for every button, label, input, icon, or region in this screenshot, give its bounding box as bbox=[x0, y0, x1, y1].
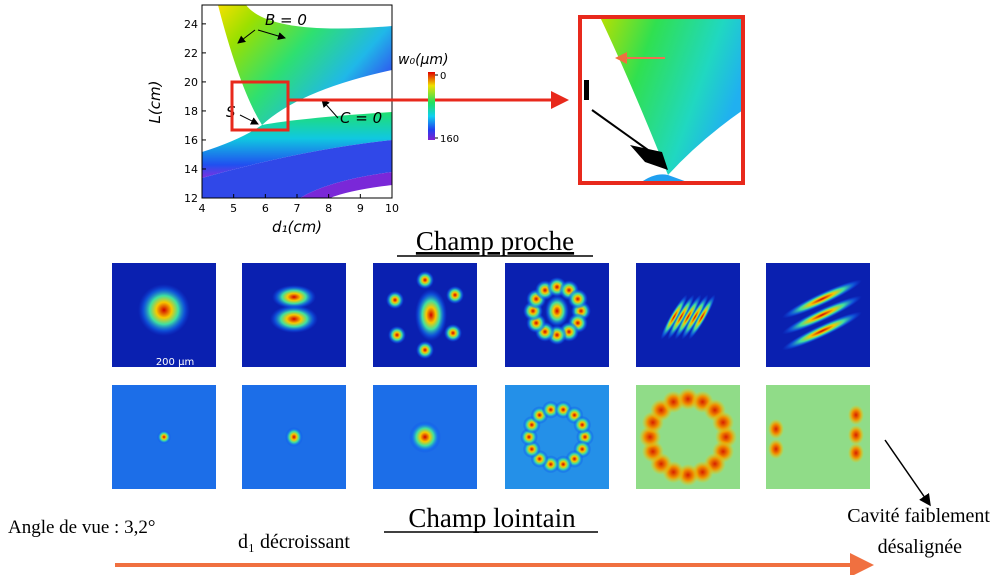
beam-spot bbox=[667, 294, 695, 340]
x-tick-label: 6 bbox=[262, 202, 269, 215]
beam-spot bbox=[416, 271, 434, 289]
colorbar bbox=[428, 72, 435, 140]
beam-spot bbox=[782, 295, 862, 335]
y-tick-label: 20 bbox=[184, 76, 198, 89]
lower-edge bbox=[300, 172, 392, 198]
marker bbox=[584, 80, 589, 100]
beam-spot bbox=[567, 288, 588, 309]
y-tick-label: 16 bbox=[184, 134, 198, 147]
annotation: C = 0 bbox=[340, 109, 382, 127]
zoom-image bbox=[580, 17, 743, 183]
beam-spot bbox=[545, 295, 569, 327]
beam-spot bbox=[688, 294, 716, 340]
colorbar-label: w₀(μm) bbox=[398, 52, 449, 68]
arrow bbox=[257, 29, 286, 40]
beam-spot bbox=[386, 291, 404, 309]
beam-spot bbox=[270, 305, 318, 333]
beam-spot bbox=[782, 311, 862, 351]
note-line: Cavité faiblement bbox=[847, 505, 990, 527]
y-tick-label: 18 bbox=[184, 105, 198, 118]
beam-spot bbox=[848, 443, 864, 463]
beam-spot bbox=[681, 294, 709, 340]
beam-spot bbox=[388, 326, 406, 344]
beam-spot bbox=[444, 324, 462, 342]
annotation: B = 0 bbox=[265, 11, 307, 29]
x-tick-label: 5 bbox=[230, 202, 237, 215]
beam-spot bbox=[285, 427, 303, 447]
scale-bar-label: 200 μm bbox=[156, 357, 194, 368]
arrow-label: d₁ décroissant bbox=[238, 531, 350, 553]
x-tick-label: 7 bbox=[294, 202, 301, 215]
beam-spot bbox=[138, 284, 190, 336]
arrow bbox=[591, 109, 649, 151]
x-tick-label: 10 bbox=[385, 202, 399, 215]
beam-spot bbox=[573, 415, 592, 434]
beam-spot bbox=[415, 289, 447, 341]
beam-spot bbox=[768, 419, 784, 439]
upper-region bbox=[218, 5, 392, 125]
x-axis-label: d₁(cm) bbox=[272, 218, 322, 236]
beam-spot bbox=[848, 405, 864, 425]
lower-band bbox=[202, 140, 392, 198]
beam-images bbox=[112, 263, 870, 489]
zoom-region bbox=[600, 17, 743, 175]
beam-spot bbox=[554, 455, 573, 474]
x-tick-label: 4 bbox=[199, 202, 206, 215]
beam-spot bbox=[712, 411, 735, 434]
beam-spot bbox=[541, 400, 560, 419]
zoom-region bbox=[640, 174, 690, 183]
note-line: désalignée bbox=[878, 536, 963, 558]
beam-spot bbox=[409, 421, 441, 453]
beam-spot bbox=[157, 430, 171, 444]
colorbar-tick-label: 160 bbox=[440, 134, 459, 145]
arrow bbox=[321, 99, 339, 119]
beam-spot bbox=[782, 279, 862, 319]
beam-spot bbox=[674, 294, 702, 340]
view-angle: Angle de vue : 3,2° bbox=[8, 517, 155, 538]
x-tick-label: 9 bbox=[357, 202, 364, 215]
zoom-frame bbox=[578, 15, 745, 185]
y-tick-label: 22 bbox=[184, 47, 198, 60]
x-tick-label: 8 bbox=[325, 202, 332, 215]
lower-region bbox=[202, 112, 392, 178]
beam-spot bbox=[848, 425, 864, 445]
arrow-head bbox=[630, 145, 668, 170]
y-axis-label: L(cm) bbox=[146, 81, 164, 124]
beam-spot bbox=[660, 294, 688, 340]
arrow bbox=[239, 114, 259, 125]
y-tick-label: 24 bbox=[184, 18, 198, 31]
arrow bbox=[237, 29, 256, 44]
y-tick-label: 14 bbox=[184, 163, 198, 176]
beam-spot bbox=[272, 285, 316, 309]
far-field-title: Champ lointain bbox=[408, 503, 576, 533]
zoom-box bbox=[230, 80, 290, 132]
beam-spot bbox=[768, 439, 784, 459]
near-field-title: Champ proche bbox=[416, 226, 574, 256]
y-tick-label: 12 bbox=[184, 192, 198, 205]
note-arrow bbox=[884, 439, 931, 507]
beam-spot bbox=[446, 286, 464, 304]
colorbar-tick-label: 0 bbox=[440, 71, 446, 82]
beam-spot bbox=[416, 341, 434, 359]
